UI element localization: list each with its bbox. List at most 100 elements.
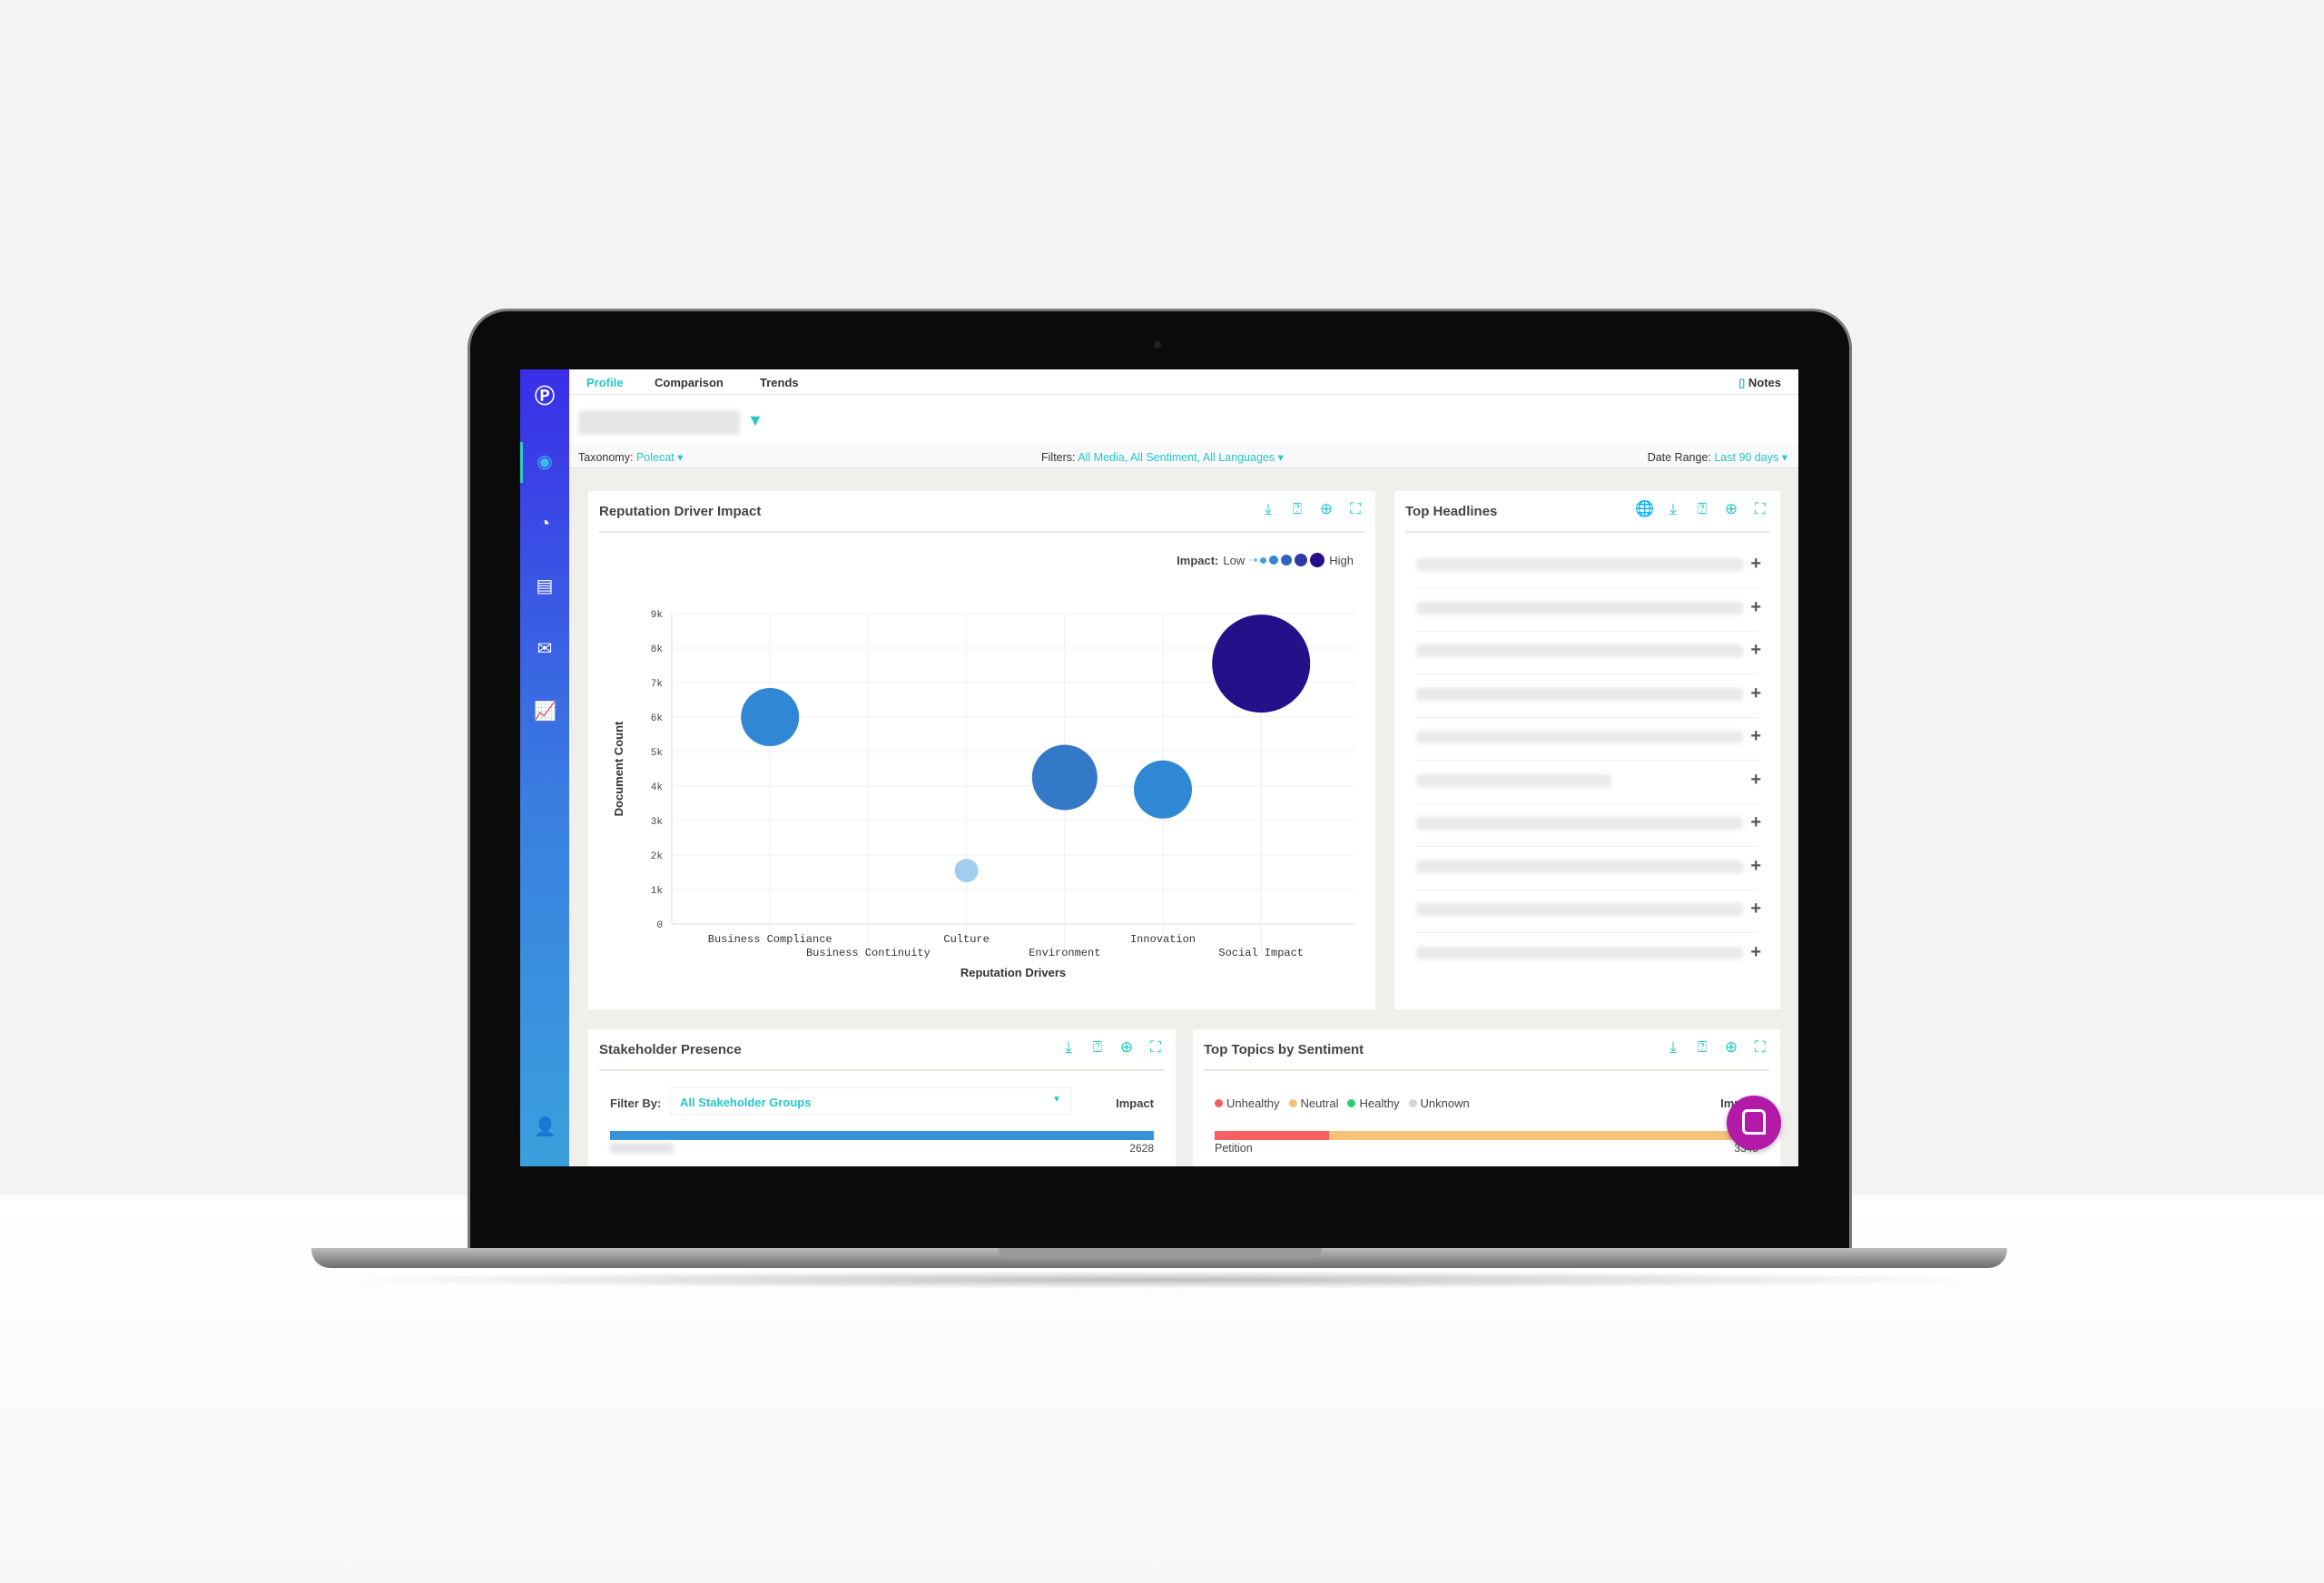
legend-label: Healthy <box>1359 1096 1400 1110</box>
plus-icon[interactable]: + <box>1750 812 1761 832</box>
panel-toolbar: 🌐 ⤓ ⍰ ⊕ ⛶ <box>1635 500 1769 518</box>
headline-row[interactable]: + <box>1416 554 1761 574</box>
chevron-down-icon: ▼ <box>1052 1095 1061 1105</box>
tab-trends[interactable]: Trends <box>760 376 799 389</box>
polecat-logo-icon[interactable]: Ⓟ <box>534 385 555 408</box>
fullscreen-icon[interactable]: ⛶ <box>1755 1038 1766 1056</box>
headline-text-blurred <box>1416 644 1743 657</box>
notes-icon: ▯ <box>1738 376 1746 389</box>
legend-dot <box>1288 1099 1297 1107</box>
legend-item: Neutral <box>1288 1096 1338 1110</box>
headline-row[interactable]: + <box>1416 942 1761 962</box>
x-axis-title: Reputation Drivers <box>960 966 1066 979</box>
divider <box>599 531 1364 533</box>
headline-row[interactable]: + <box>1416 856 1761 876</box>
plus-icon[interactable]: + <box>1750 683 1761 703</box>
bubble-innovation <box>1134 760 1193 819</box>
entity-name-blurred[interactable] <box>578 410 740 435</box>
stakeholder-group-select[interactable]: All Stakeholder Groups ▼ <box>670 1087 1071 1115</box>
headline-row[interactable]: + <box>1416 597 1761 617</box>
taxonomy-filter[interactable]: Taxonomy: Polecat ▾ <box>578 451 684 464</box>
tab-profile[interactable]: Profile <box>586 376 624 389</box>
mail-icon[interactable]: ✉ <box>537 639 553 659</box>
x-tick-label: Environment <box>1029 947 1100 959</box>
date-range-dropdown[interactable]: Date Range: Last 90 days ▾ <box>1647 451 1787 464</box>
headline-row[interactable]: + <box>1416 640 1761 660</box>
y-tick-label: 4k <box>651 782 664 793</box>
help-icon[interactable]: ⍰ <box>1697 500 1708 517</box>
plus-icon[interactable]: + <box>1750 941 1761 962</box>
divider <box>599 1069 1165 1071</box>
add-icon[interactable]: ⊕ <box>1724 500 1738 517</box>
plus-icon[interactable]: + <box>1750 640 1761 660</box>
help-icon[interactable]: ⍰ <box>1292 500 1303 517</box>
download-icon[interactable]: ⤓ <box>1065 1038 1072 1056</box>
select-value: All Stakeholder Groups <box>680 1096 812 1109</box>
taxonomy-value: Polecat <box>635 451 675 464</box>
notes-button[interactable]: ▯ Notes <box>1738 376 1781 390</box>
globe-icon[interactable]: 🌐 <box>1635 500 1655 517</box>
report-icon[interactable]: ▤ <box>536 576 554 596</box>
filters-value: All Media, All Sentiment, All Languages <box>1078 451 1275 464</box>
y-tick-label: 1k <box>651 886 664 897</box>
chat-button[interactable] <box>1727 1096 1781 1150</box>
headline-row[interactable]: + <box>1416 812 1761 832</box>
y-tick-label: 2k <box>651 851 664 862</box>
bubble-chart: 0 1k 2k 3k 4k 5k 6k 7k 8k 9k Business ComplianceBu… <box>612 610 1354 979</box>
help-icon[interactable]: ⍰ <box>1092 1038 1103 1056</box>
topic-sentiment-bar[interactable] <box>1215 1131 1758 1140</box>
fingerprint-icon[interactable]: ◉ <box>537 452 553 472</box>
divider <box>1204 1069 1769 1071</box>
legend-dot <box>1260 556 1267 564</box>
date-range-label: Date Range: <box>1647 451 1711 464</box>
y-tick-label: 3k <box>651 817 664 828</box>
headline-row[interactable]: + <box>1416 683 1761 703</box>
sentiment-legend: Unhealthy Neutral Healthy Unknown <box>1215 1096 1470 1110</box>
plus-icon[interactable]: + <box>1750 899 1761 919</box>
panel-toolbar: ⤓ ⍰ ⊕ ⛶ <box>1664 1038 1769 1057</box>
row-divider <box>1416 716 1758 718</box>
plus-icon[interactable]: + <box>1750 769 1761 790</box>
speedometer-icon[interactable]: ◔ <box>538 514 551 534</box>
legend-label: Impact: <box>1177 553 1219 567</box>
row-divider <box>1416 802 1758 804</box>
legend-scale <box>1249 553 1325 567</box>
y-tick-label: 5k <box>651 748 664 759</box>
headline-text-blurred <box>1416 687 1743 701</box>
legend-high: High <box>1329 553 1354 567</box>
headline-row[interactable]: + <box>1416 726 1761 746</box>
headline-row[interactable]: + <box>1416 770 1761 790</box>
bubble-environment <box>1031 744 1098 811</box>
entity-dropdown-caret-icon[interactable]: ▼ <box>747 411 763 429</box>
legend-label: Unhealthy <box>1226 1096 1280 1110</box>
laptop-base <box>311 1248 2007 1268</box>
download-icon[interactable]: ⤓ <box>1669 1038 1677 1056</box>
help-icon[interactable]: ⍰ <box>1697 1038 1708 1056</box>
plus-icon[interactable]: + <box>1750 855 1761 876</box>
line-chart-icon[interactable]: 📈 <box>534 702 556 722</box>
laptop-shadow <box>327 1271 1997 1289</box>
filters-label: Filters: <box>1041 451 1076 464</box>
bubble-business-compliance <box>741 688 800 746</box>
add-icon[interactable]: ⊕ <box>1119 1038 1134 1056</box>
download-icon[interactable]: ⤓ <box>1265 500 1272 517</box>
add-icon[interactable]: ⊕ <box>1319 500 1334 517</box>
user-icon[interactable]: 👤 <box>534 1117 556 1137</box>
download-icon[interactable]: ⤓ <box>1669 500 1677 517</box>
filters-dropdown[interactable]: Filters: All Media, All Sentiment, All L… <box>1041 451 1284 464</box>
headline-row[interactable]: + <box>1416 899 1761 919</box>
fullscreen-icon[interactable]: ⛶ <box>1150 1038 1161 1056</box>
fullscreen-icon[interactable]: ⛶ <box>1755 500 1766 517</box>
tab-comparison[interactable]: Comparison <box>655 376 724 389</box>
fullscreen-icon[interactable]: ⛶ <box>1350 500 1361 517</box>
plus-icon[interactable]: + <box>1750 596 1761 617</box>
stakeholder-presence-panel: Stakeholder Presence ⤓ ⍰ ⊕ ⛶ Filter By: All… <box>588 1029 1176 1166</box>
taxonomy-label: Taxonomy: <box>578 451 634 464</box>
plus-icon[interactable]: + <box>1750 726 1761 746</box>
x-tick-label: Social Impact <box>1218 947 1304 959</box>
plus-icon[interactable]: + <box>1750 554 1761 574</box>
panel-title: Stakeholder Presence <box>599 1042 742 1057</box>
add-icon[interactable]: ⊕ <box>1724 1038 1738 1056</box>
stakeholder-bar[interactable] <box>610 1131 1154 1140</box>
legend-label: Unknown <box>1420 1096 1470 1110</box>
